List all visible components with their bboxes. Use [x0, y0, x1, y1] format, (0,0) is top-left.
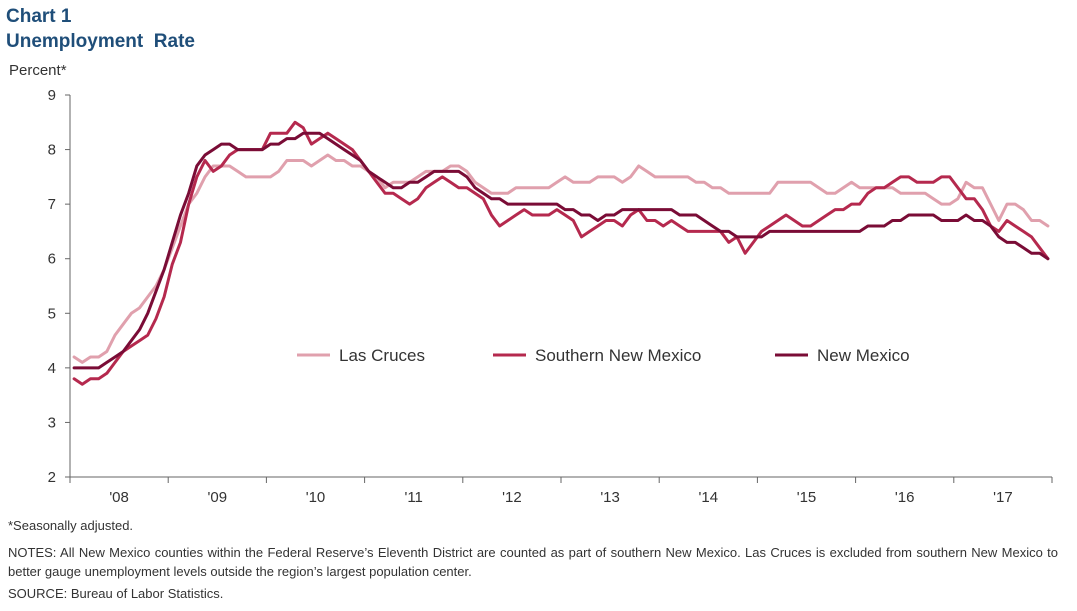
y-tick-label: 3: [48, 414, 56, 431]
y-tick-label: 2: [48, 469, 56, 486]
x-tick-label: '15: [797, 489, 817, 506]
y-tick-label: 4: [48, 360, 56, 377]
y-tick-label: 5: [48, 305, 56, 322]
y-axis-label: Percent*: [9, 62, 67, 79]
footnote: *Seasonally adjusted.: [8, 518, 134, 533]
legend-label-las-cruces: Las Cruces: [339, 346, 425, 365]
y-tick-label: 6: [48, 251, 56, 268]
x-tick-label: '08: [109, 489, 129, 506]
legend-label-southern-new-mexico: Southern New Mexico: [535, 346, 701, 365]
x-tick-label: '12: [502, 489, 522, 506]
chart-series: [72, 120, 1050, 386]
x-tick-label: '16: [895, 489, 915, 506]
x-tick-label: '10: [306, 489, 326, 506]
x-tick-label: '13: [600, 489, 620, 506]
chart-axes: 2 3 4 5 6 7 8 9 '08 '09 '10 '11 '12 '13 '14 '15 '16 '17: [48, 87, 1053, 506]
x-tick-label: '14: [699, 489, 719, 506]
y-tick-label: 8: [48, 142, 56, 159]
y-tick-label: 9: [48, 87, 56, 104]
chart-legend: Las Cruces Southern New Mexico New Mexico: [297, 346, 910, 365]
line-chart: 2 3 4 5 6 7 8 9 '08 '09 '10 '11 '12 '13 '14 '15 '16 '17 L…: [48, 87, 1053, 506]
series-line-las-cruces: [72, 153, 1050, 364]
chart-title: Unemployment Rate: [6, 31, 195, 52]
source-note: SOURCE: Bureau of Labor Statistics.: [8, 586, 224, 601]
y-tick-label: 7: [48, 196, 56, 213]
legend-label-new-mexico: New Mexico: [817, 346, 910, 365]
series-line-new-mexico: [72, 131, 1050, 370]
x-tick-label: '17: [993, 489, 1013, 506]
x-tick-label: '11: [404, 489, 422, 506]
chart-label: Chart 1: [6, 6, 72, 27]
x-tick-label: '09: [208, 489, 228, 506]
series-line-southern-new-mexico: [72, 120, 1050, 386]
notes: NOTES: All New Mexico counties within th…: [8, 545, 1058, 579]
